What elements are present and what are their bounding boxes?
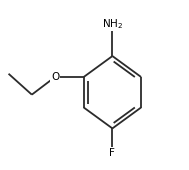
Text: F: F [109,148,115,158]
Text: NH$_2$: NH$_2$ [102,17,123,31]
Text: O: O [51,72,59,82]
